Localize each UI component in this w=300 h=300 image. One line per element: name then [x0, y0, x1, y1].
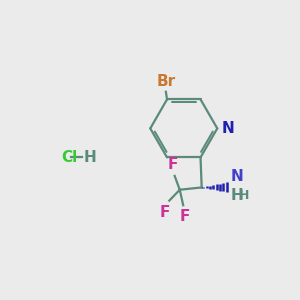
Text: N: N — [231, 169, 244, 184]
Text: H: H — [238, 189, 249, 202]
Text: Cl: Cl — [61, 150, 78, 165]
Text: H: H — [231, 188, 244, 203]
Text: F: F — [167, 158, 178, 172]
Text: F: F — [179, 209, 190, 224]
Text: H: H — [83, 150, 96, 165]
Text: N: N — [221, 121, 234, 136]
Text: F: F — [160, 205, 170, 220]
Text: Br: Br — [156, 74, 176, 89]
